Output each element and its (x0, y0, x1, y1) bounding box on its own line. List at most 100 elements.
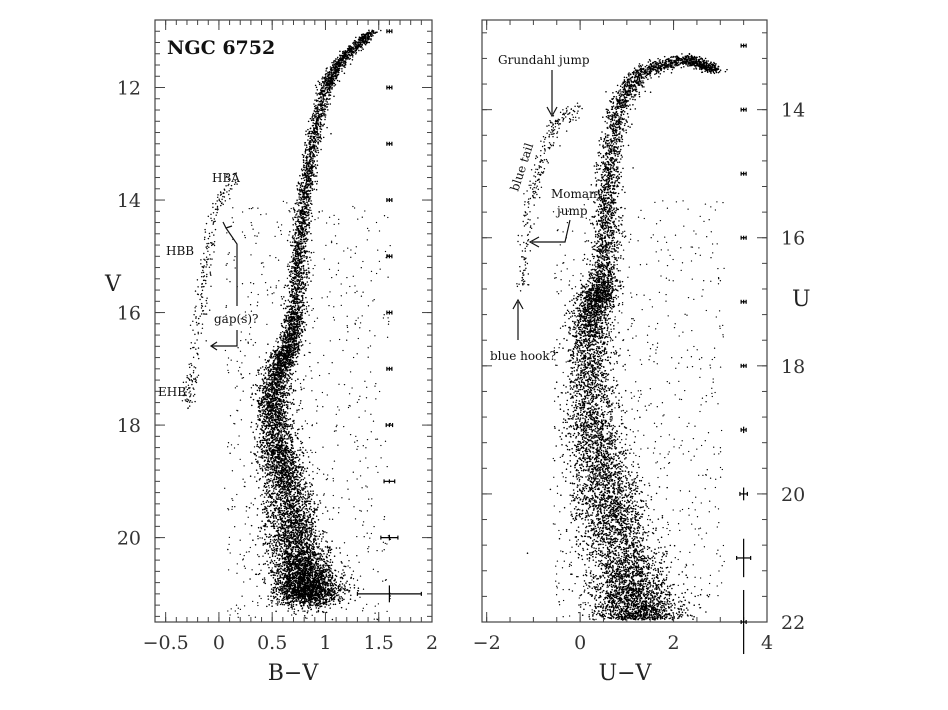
star-point (287, 537, 290, 539)
star-point (306, 205, 308, 207)
star-point (291, 414, 294, 416)
star-point (252, 384, 255, 386)
star-point (351, 59, 354, 61)
star-point (302, 260, 304, 263)
star-point (275, 469, 278, 471)
star-point (287, 418, 290, 421)
star-point (341, 70, 343, 72)
star-point (290, 278, 293, 280)
star-point (298, 409, 300, 411)
star-point (270, 588, 273, 590)
star-point (302, 156, 305, 158)
star-point (325, 611, 328, 614)
star-point (292, 420, 294, 422)
star-point (311, 189, 314, 191)
star-point (300, 236, 303, 239)
star-point (284, 493, 286, 496)
star-point (329, 596, 332, 599)
star-point (339, 50, 341, 53)
star-point (309, 192, 312, 195)
star-point (292, 453, 294, 455)
star-point (304, 276, 306, 278)
star-point (342, 591, 344, 594)
star-point (282, 502, 285, 505)
star-point (271, 605, 273, 607)
star-point (278, 417, 280, 420)
star-point (303, 615, 306, 617)
star-point (300, 318, 302, 320)
star-point (288, 385, 291, 388)
star-point (275, 588, 277, 591)
star-point (325, 540, 327, 542)
star-point (265, 433, 268, 436)
star-point (293, 493, 295, 496)
star-point (306, 530, 309, 532)
star-point (295, 473, 298, 476)
star-point (308, 231, 310, 233)
star-point (297, 600, 299, 602)
star-point (245, 505, 248, 508)
star-point (291, 281, 293, 284)
star-point (275, 488, 277, 491)
star-point (283, 321, 286, 324)
star-point (310, 200, 312, 202)
star-point (322, 536, 324, 538)
star-point (282, 381, 284, 383)
star-point (300, 520, 302, 523)
star-point (329, 91, 332, 93)
star-point (264, 511, 266, 513)
star-point (303, 232, 306, 234)
star-point (265, 509, 268, 512)
star-point (319, 100, 322, 103)
star-point (294, 491, 297, 494)
star-point (287, 521, 290, 524)
star-point (280, 507, 282, 510)
star-point (339, 580, 342, 583)
star-point (317, 149, 319, 152)
star-point (297, 203, 299, 205)
star-point (295, 434, 297, 437)
star-point (324, 118, 326, 121)
star-point (314, 155, 316, 158)
star-point (295, 229, 297, 231)
star-point (272, 357, 274, 359)
star-point (301, 206, 304, 209)
star-point (252, 539, 254, 541)
star-point (298, 222, 301, 225)
star-point (311, 518, 313, 520)
star-point (299, 306, 302, 309)
star-point (305, 308, 308, 310)
star-point (310, 520, 313, 522)
star-point (286, 400, 288, 402)
star-point (256, 451, 259, 453)
star-point (278, 571, 280, 573)
star-point (312, 492, 315, 495)
star-point (326, 103, 328, 105)
star-point (294, 360, 296, 363)
star-point (313, 188, 315, 190)
star-point (321, 93, 323, 96)
star-point (308, 531, 311, 533)
star-point (274, 440, 277, 442)
star-point (299, 278, 302, 280)
star-point (275, 541, 278, 544)
star-point (287, 327, 290, 329)
star-point (292, 457, 294, 459)
star-point (273, 444, 275, 447)
star-point (320, 137, 323, 140)
star-point (276, 408, 279, 410)
star-point (297, 217, 299, 219)
star-point (282, 599, 284, 602)
star-point (285, 560, 288, 563)
star-point (292, 605, 295, 607)
star-point (301, 255, 304, 257)
star-point (277, 514, 279, 516)
star-point (292, 224, 294, 226)
star-point (307, 195, 310, 197)
star-point (293, 553, 295, 555)
star-point (273, 551, 276, 553)
star-point (316, 605, 318, 607)
star-point (327, 560, 329, 563)
star-point (309, 516, 311, 519)
star-point (283, 319, 285, 321)
